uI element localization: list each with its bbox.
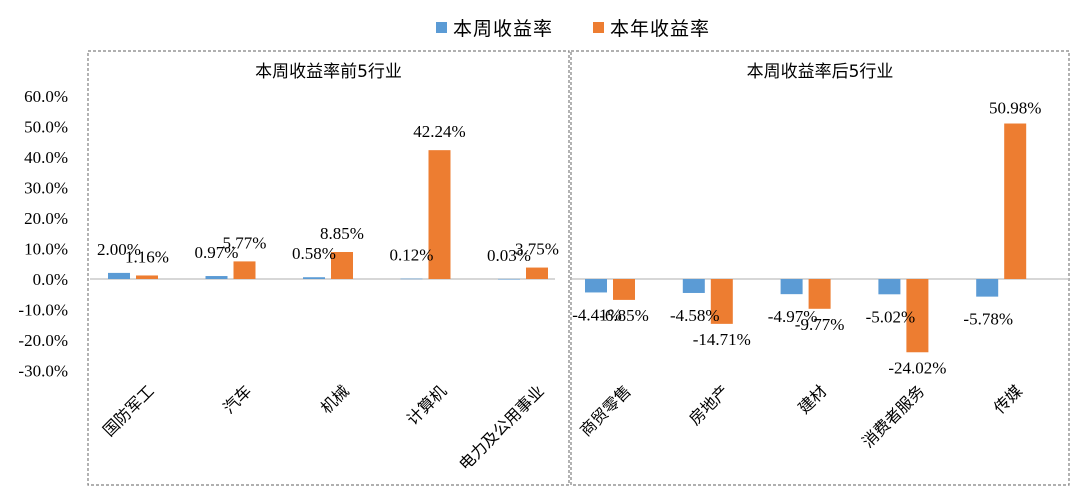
x-tick-label: 机械 xyxy=(317,381,353,417)
bar-ytd-2 xyxy=(233,261,256,279)
data-label-ytd: 1.16% xyxy=(125,247,169,266)
data-label-weekly: 0.12% xyxy=(390,246,434,265)
bar-weekly-4 xyxy=(400,278,423,280)
bar-weekly-5 xyxy=(976,279,999,297)
data-label-ytd: -14.71% xyxy=(693,330,751,349)
data-label-weekly: -5.02% xyxy=(866,307,916,326)
x-tick-label: 房地产 xyxy=(685,381,732,428)
panel-title-1: 本周收益率前5行业 xyxy=(255,62,402,82)
data-label-ytd: 8.85% xyxy=(320,224,364,243)
data-label-ytd: -9.77% xyxy=(795,315,845,334)
data-label-weekly: 0.03% xyxy=(487,246,531,265)
data-label-ytd: 5.77% xyxy=(223,233,267,252)
data-label-ytd: 42.24% xyxy=(413,122,465,141)
x-tick-label: 电力及公用事业 xyxy=(455,381,548,474)
bar-weekly-1 xyxy=(585,279,607,293)
bar-ytd-2 xyxy=(710,279,733,324)
data-label-weekly: -5.78% xyxy=(963,310,1013,329)
y-tick-label: 60.0% xyxy=(24,87,68,106)
panel-border-2 xyxy=(570,50,1070,486)
x-tick-label: 传媒 xyxy=(990,381,1026,417)
x-tick-label: 商贸零售 xyxy=(576,381,635,440)
data-label-ytd: -6.85% xyxy=(599,306,649,325)
data-label-weekly: 2.00% xyxy=(97,240,141,259)
y-tick-label: 0.0% xyxy=(33,270,68,289)
x-tick-label: 消费者服务 xyxy=(858,381,928,451)
y-tick-label: -20.0% xyxy=(18,331,68,350)
legend-label-ytd: 本年收益率 xyxy=(610,18,711,40)
data-label-weekly: 0.58% xyxy=(292,244,336,263)
panel-border-1 xyxy=(87,50,570,486)
y-tick-label: 40.0% xyxy=(24,148,68,167)
y-tick-label: 10.0% xyxy=(24,240,68,259)
bar-weekly-3 xyxy=(303,277,325,279)
bar-weekly-2 xyxy=(682,279,705,293)
y-tick-label: -10.0% xyxy=(18,301,68,320)
legend-swatch-weekly xyxy=(436,22,447,33)
data-label-weekly: 0.97% xyxy=(195,243,239,262)
panel-title-2: 本周收益率后5行业 xyxy=(747,62,894,82)
bar-ytd-3 xyxy=(808,279,831,309)
bar-ytd-3 xyxy=(331,252,353,279)
x-tick-label: 国防军工 xyxy=(99,381,158,440)
bar-weekly-3 xyxy=(780,279,803,295)
bar-weekly-1 xyxy=(108,272,130,279)
y-tick-label: 50.0% xyxy=(24,118,68,137)
bar-ytd-1 xyxy=(613,279,635,300)
y-tick-label: -30.0% xyxy=(18,362,68,381)
legend-label-weekly: 本周收益率 xyxy=(453,18,554,40)
y-tick-label: 30.0% xyxy=(24,179,68,198)
bar-weekly-4 xyxy=(878,279,901,295)
bar-ytd-4 xyxy=(906,279,929,353)
bar-weekly-5 xyxy=(498,278,520,280)
data-label-ytd: -24.02% xyxy=(888,358,946,377)
y-tick-label: 20.0% xyxy=(24,209,68,228)
legend-item-weekly: 本周收益率 xyxy=(436,14,553,41)
data-label-weekly: -4.58% xyxy=(670,306,720,325)
x-tick-label: 建材 xyxy=(794,381,830,417)
data-label-weekly: -4.97% xyxy=(768,307,818,326)
legend-item-ytd: 本年收益率 xyxy=(593,14,710,41)
x-tick-label: 汽车 xyxy=(219,381,255,417)
bar-ytd-1 xyxy=(136,275,158,279)
bar-ytd-4 xyxy=(428,150,451,279)
data-label-ytd: 3.75% xyxy=(515,240,559,259)
bar-ytd-5 xyxy=(526,267,548,279)
bar-weekly-2 xyxy=(205,276,228,279)
data-label-weekly: -4.41% xyxy=(572,305,622,324)
legend-swatch-ytd xyxy=(593,22,604,33)
x-tick-label: 计算机 xyxy=(403,381,450,428)
data-label-ytd: 50.98% xyxy=(989,99,1041,118)
bar-ytd-5 xyxy=(1004,123,1027,279)
